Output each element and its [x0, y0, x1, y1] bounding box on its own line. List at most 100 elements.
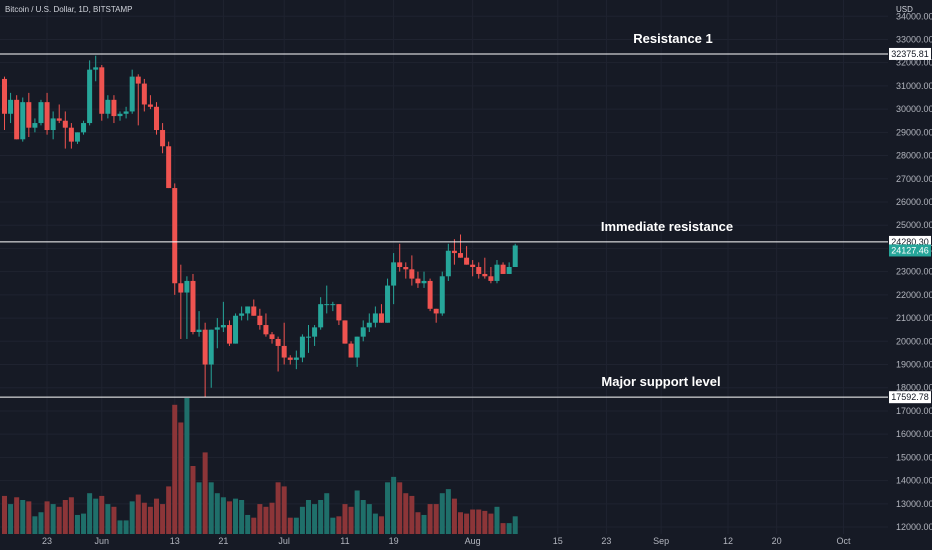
candle-body [239, 313, 245, 316]
candle-body [488, 276, 494, 281]
volume-bar [360, 500, 366, 534]
candle-body [32, 123, 38, 128]
volume-bar [184, 398, 190, 534]
volume-bar [87, 493, 93, 534]
level-price-tag-label: 24280.30 [891, 237, 929, 247]
time-tick-label: 21 [218, 536, 228, 546]
time-tick-label: Jun [95, 536, 110, 546]
candle-body [385, 285, 391, 323]
candle-body [208, 329, 214, 365]
candle-body [99, 67, 105, 114]
candle-body [293, 357, 299, 360]
volume-bar [117, 520, 123, 534]
candle-body [147, 104, 153, 107]
volume-bar [147, 506, 153, 534]
candle-body [494, 264, 500, 281]
volume-bar [336, 516, 342, 534]
candle-body [324, 304, 330, 306]
volume-bar [397, 482, 403, 534]
volume-bar [372, 513, 378, 534]
candle-body [330, 304, 336, 306]
volume-bar [439, 493, 445, 534]
volume-bar [38, 512, 44, 534]
candle-body [470, 264, 476, 267]
volume-bar [287, 517, 293, 534]
price-tick-label: 33000.00 [896, 34, 932, 44]
candle-body [196, 329, 202, 333]
candle-body [20, 102, 26, 140]
price-tick-label: 25000.00 [896, 220, 932, 230]
volume-bar [190, 466, 196, 534]
candle-body [160, 130, 166, 147]
volume-bar [166, 486, 172, 534]
candle-body [62, 120, 68, 128]
price-tick-label: 27000.00 [896, 174, 932, 184]
candle-body [117, 113, 123, 117]
candle-body [68, 127, 74, 142]
candle-body [257, 315, 263, 326]
volume-bar [68, 497, 74, 534]
volume-bar [26, 501, 32, 534]
time-axis[interactable]: 23 Jun 13 21 Jul 11 19 Aug 15 23 Sep 12 20 Oct [42, 536, 851, 546]
volume-bar [141, 502, 147, 534]
time-tick-label: Sep [653, 536, 669, 546]
price-tick-label: 12000.00 [896, 522, 932, 532]
volume-bar [8, 504, 14, 534]
candle-body [482, 273, 488, 277]
time-tick-label: Aug [465, 536, 481, 546]
volume-bar [74, 514, 80, 534]
volume-bar [482, 510, 488, 534]
volume-bar [269, 502, 275, 534]
volume-bar [433, 504, 439, 534]
candle-body [123, 111, 129, 114]
candle-body [512, 245, 518, 267]
candle-body [178, 283, 184, 293]
candle-body [372, 313, 378, 323]
last-price-tag [889, 244, 931, 257]
volume-bar [470, 509, 476, 534]
volume-bar [299, 506, 305, 534]
volume-bar [44, 501, 50, 534]
candle-body [251, 306, 257, 316]
candle-body [421, 280, 427, 284]
candle-body [336, 304, 342, 321]
volume-bar [172, 404, 178, 534]
volume-bar [196, 482, 202, 534]
volume-bar [220, 497, 226, 534]
price-axis[interactable]: 12000.00 13000.00 14000.00 15000.00 16000.00… [896, 11, 932, 532]
candle-body [312, 327, 318, 337]
candle-body [458, 253, 463, 258]
time-tick-label: 19 [389, 536, 399, 546]
volume-bar [354, 490, 360, 534]
candle-body [348, 343, 354, 358]
price-tick-label: 19000.00 [896, 360, 932, 370]
price-tick-label: 14000.00 [896, 476, 932, 486]
time-tick-label: 13 [170, 536, 180, 546]
volume-bar [81, 513, 87, 534]
candle-body [172, 188, 178, 284]
price-tick-label: 16000.00 [896, 429, 932, 439]
price-tick-label: 13000.00 [896, 499, 932, 509]
volume-bar [14, 497, 20, 534]
candle-body [409, 269, 415, 279]
candle-body [500, 264, 506, 274]
candle-body [81, 123, 87, 133]
candle-body [275, 338, 281, 346]
level-annotation: Major support level [601, 374, 720, 389]
candle-body [287, 357, 293, 360]
time-tick-label: 23 [601, 536, 611, 546]
volume-bar [281, 486, 287, 534]
time-tick-label: 20 [772, 536, 782, 546]
price-tick-label: 18000.00 [896, 383, 932, 393]
last-price-tag-label: 24127.46 [891, 245, 929, 255]
volume-bar [464, 513, 470, 534]
candle-body [166, 146, 172, 189]
candle-body [391, 262, 397, 286]
time-tick-label: 12 [723, 536, 733, 546]
time-tick-label: 15 [553, 536, 563, 546]
price-tick-label: 17000.00 [896, 406, 932, 416]
candle-body [433, 308, 439, 314]
candle-body [299, 336, 305, 358]
candle-body [38, 102, 44, 124]
